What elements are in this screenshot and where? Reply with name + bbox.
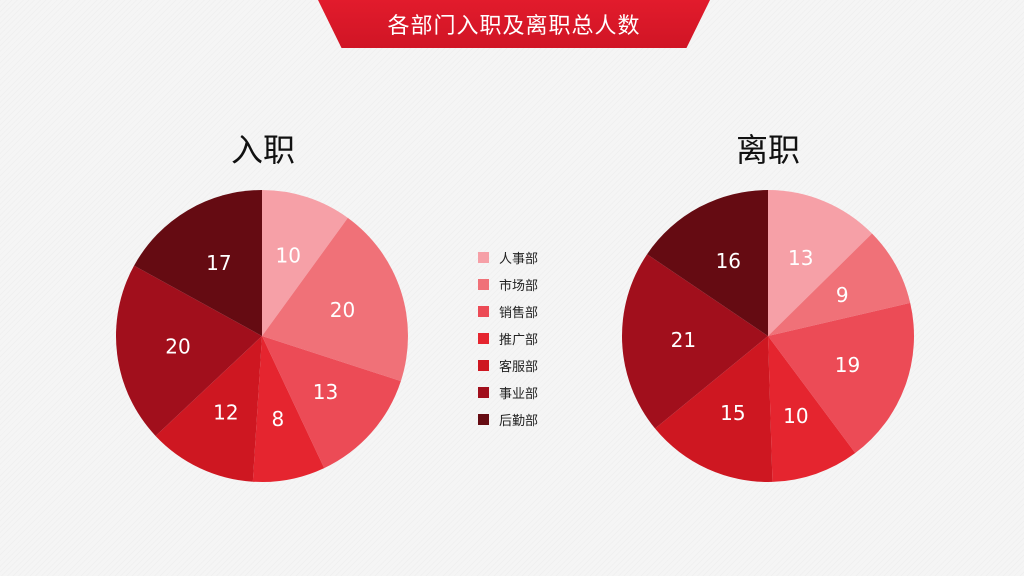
legend-label: 销售部 bbox=[499, 306, 539, 321]
leave-data-label: 9 bbox=[836, 283, 849, 307]
legend-swatch bbox=[478, 333, 489, 344]
banner-title: 各部门入职及离职总人数 bbox=[387, 14, 641, 39]
legend-label: 客服部 bbox=[499, 360, 539, 375]
leave-data-label: 16 bbox=[716, 249, 741, 273]
hire-data-label: 8 bbox=[272, 407, 285, 431]
title-banner: 各部门入职及离职总人数 bbox=[318, 0, 710, 48]
legend-swatch bbox=[478, 360, 489, 371]
leave-slice-5 bbox=[655, 336, 773, 482]
legend-item: 推广部 bbox=[478, 325, 538, 352]
legend-swatch bbox=[478, 414, 489, 425]
leave-slice-3 bbox=[768, 302, 915, 454]
hire-data-label: 20 bbox=[165, 335, 190, 359]
leave-data-label: 10 bbox=[783, 404, 808, 428]
hire-data-label: 13 bbox=[313, 380, 338, 404]
hire-data-label: 10 bbox=[275, 244, 300, 268]
hire-slice-1 bbox=[262, 190, 348, 336]
legend-swatch bbox=[478, 252, 489, 263]
legend: 人事部 市场部 销售部 推广部 客服部 事业部 后勤部 bbox=[478, 244, 538, 433]
leave-slice-6 bbox=[621, 254, 768, 429]
leave-data-label: 19 bbox=[835, 353, 860, 377]
legend-item: 客服部 bbox=[478, 352, 538, 379]
hire-slice-5 bbox=[155, 336, 262, 482]
hire-slice-4 bbox=[252, 336, 325, 482]
hire-slice-3 bbox=[262, 336, 401, 469]
hire-pie-chart: 10 20 13 8 12 20 17 bbox=[116, 190, 408, 482]
leave-data-label: 21 bbox=[671, 328, 696, 352]
legend-label: 后勤部 bbox=[499, 414, 539, 429]
hire-data-label: 20 bbox=[330, 298, 355, 322]
legend-item: 后勤部 bbox=[478, 406, 538, 433]
legend-swatch bbox=[478, 279, 489, 290]
leave-slice-2 bbox=[768, 233, 911, 336]
legend-item: 销售部 bbox=[478, 298, 538, 325]
legend-label: 事业部 bbox=[499, 387, 539, 402]
hire-data-label: 17 bbox=[206, 251, 231, 275]
leave-pie-chart: 13 9 19 10 15 21 16 bbox=[621, 190, 915, 482]
leave-chart-title: 离职 bbox=[735, 131, 800, 169]
legend-item: 人事部 bbox=[478, 244, 538, 271]
leave-slice-7 bbox=[647, 190, 768, 336]
hire-chart-title: 入职 bbox=[230, 131, 295, 169]
legend-label: 市场部 bbox=[499, 279, 539, 294]
leave-slice-1 bbox=[768, 190, 873, 336]
leave-data-label: 13 bbox=[788, 246, 813, 270]
hire-slice-7 bbox=[134, 190, 262, 336]
legend-swatch bbox=[478, 306, 489, 317]
legend-label: 人事部 bbox=[499, 252, 539, 267]
legend-item: 事业部 bbox=[478, 379, 538, 406]
leave-slice-4 bbox=[768, 336, 856, 482]
legend-label: 推广部 bbox=[499, 333, 539, 348]
leave-data-label: 15 bbox=[720, 401, 745, 425]
hire-data-label: 12 bbox=[213, 401, 238, 425]
hire-slice-2 bbox=[262, 217, 408, 382]
legend-swatch bbox=[478, 387, 489, 398]
legend-item: 市场部 bbox=[478, 271, 538, 298]
hire-slice-6 bbox=[116, 265, 262, 436]
